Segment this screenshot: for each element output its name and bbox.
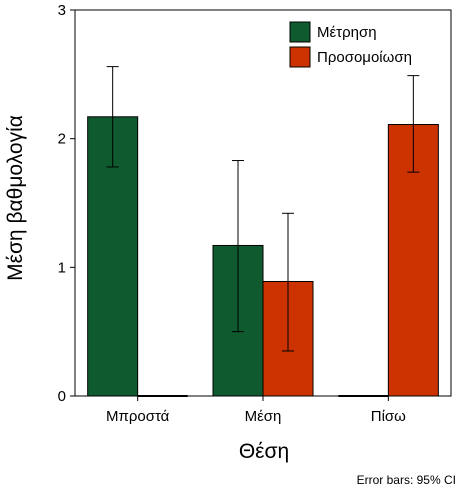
y-axis-title: Μέση βαθμολογία — [4, 115, 27, 281]
legend-label-measurement: Μέτρηση — [317, 24, 377, 41]
y-tick-label: 2 — [58, 131, 66, 148]
y-tick-label: 1 — [58, 259, 66, 276]
plot-frame — [74, 9, 452, 397]
legend-swatch-simulation — [289, 46, 311, 68]
y-tick-label: 0 — [58, 388, 66, 405]
legend-swatch-measurement — [289, 21, 311, 43]
x-axis-title: Θέση — [239, 440, 289, 463]
legend: Μέτρηση Προσομοίωση — [289, 21, 412, 68]
x-tick-label: Μέση — [245, 408, 282, 425]
y-tick-label: 3 — [58, 2, 66, 19]
bars — [87, 116, 439, 397]
x-tick-label: Μπροστά — [106, 408, 170, 425]
y-axis-ticks: 0 1 2 3 — [58, 2, 75, 405]
error-bars — [106, 66, 420, 352]
legend-label-simulation: Προσομοίωση — [317, 49, 412, 66]
x-axis-ticks: Μπροστά Μέση Πίσω — [106, 396, 406, 425]
error-bars-note: Error bars: 95% CI — [357, 473, 456, 487]
x-tick-label: Πίσω — [371, 408, 406, 425]
